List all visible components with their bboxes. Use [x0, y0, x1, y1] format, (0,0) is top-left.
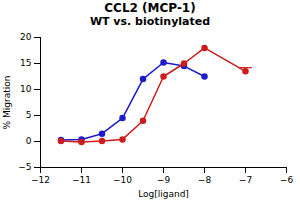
svg-text:−12: −12 — [31, 175, 50, 185]
svg-text:15: 15 — [20, 58, 31, 68]
svg-text:20: 20 — [20, 32, 32, 42]
html-text:CCL2 (MCP-1): CCL2 (MCP-1) — [104, 1, 196, 15]
svg-text:−5: −5 — [18, 162, 31, 172]
svg-text:−8: −8 — [198, 175, 212, 185]
html-text:WT vs. biotinylated: WT vs. biotinylated — [89, 15, 211, 28]
svg-text:5: 5 — [26, 110, 32, 120]
svg-text:Log[ligand]: Log[ligand] — [138, 189, 189, 199]
svg-text:0: 0 — [26, 136, 32, 146]
svg-text:% Migration: % Migration — [2, 76, 12, 130]
svg-text:−9: −9 — [157, 175, 171, 185]
svg-text:−11: −11 — [72, 175, 91, 185]
svg-text:−6: −6 — [280, 175, 294, 185]
svg-text:−10: −10 — [113, 175, 132, 185]
svg-text:−7: −7 — [239, 175, 252, 185]
svg-text:10: 10 — [20, 84, 32, 94]
